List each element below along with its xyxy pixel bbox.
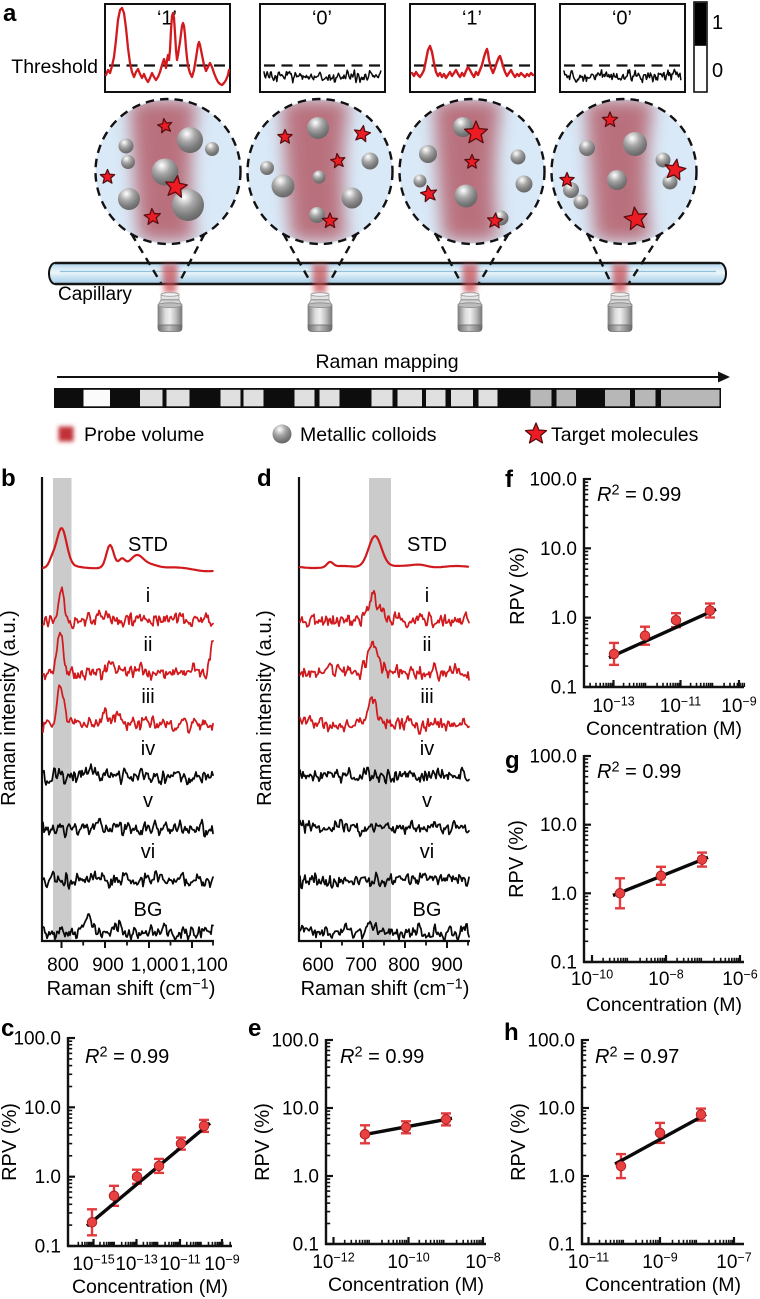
svg-text:Threshold: Threshold	[11, 56, 98, 78]
svg-text:1: 1	[712, 12, 723, 34]
svg-text:a: a	[3, 0, 17, 27]
svg-text:0.1: 0.1	[549, 1235, 575, 1256]
svg-text:900: 900	[431, 955, 463, 976]
svg-text:1.0: 1.0	[551, 884, 577, 905]
svg-text:RPV (%): RPV (%)	[506, 820, 528, 898]
svg-text:100.0: 100.0	[529, 747, 577, 768]
svg-text:700: 700	[345, 955, 377, 976]
svg-text:c: c	[1, 1015, 14, 1042]
svg-text:ii: ii	[144, 634, 153, 656]
svg-text:1.0: 1.0	[293, 1167, 319, 1188]
svg-text:R2 = 0.99: R2 = 0.99	[597, 483, 681, 507]
svg-text:100.0: 100.0	[529, 470, 577, 491]
svg-text:Raman intensity (a.u.): Raman intensity (a.u.)	[254, 610, 276, 806]
svg-text:10.0: 10.0	[540, 815, 577, 836]
svg-text:R2 = 0.97: R2 = 0.97	[595, 1045, 679, 1069]
svg-text:100.0: 100.0	[527, 1031, 575, 1052]
svg-text:BG: BG	[413, 899, 442, 921]
svg-text:Concentration (M): Concentration (M)	[72, 1276, 228, 1298]
svg-text:Concentration (M): Concentration (M)	[585, 1274, 741, 1296]
svg-text:e: e	[248, 1015, 261, 1042]
svg-text:Target molecules: Target molecules	[551, 424, 699, 446]
svg-text:800: 800	[388, 955, 420, 976]
svg-text:iii: iii	[420, 686, 433, 708]
svg-text:b: b	[1, 465, 16, 492]
svg-text:RPV (%): RPV (%)	[0, 1103, 21, 1181]
svg-text:vi: vi	[141, 841, 155, 863]
svg-text:i: i	[425, 585, 429, 607]
svg-text:i: i	[146, 585, 150, 607]
svg-text:10.0: 10.0	[540, 539, 577, 560]
svg-text:Metallic colloids: Metallic colloids	[300, 424, 437, 446]
svg-text:h: h	[504, 1019, 519, 1046]
svg-text:Raman intensity (a.u.): Raman intensity (a.u.)	[0, 610, 20, 806]
svg-text:Raman mapping: Raman mapping	[315, 351, 458, 373]
svg-text:Raman shift (cm−1): Raman shift (cm−1)	[47, 977, 216, 1001]
svg-text:g: g	[505, 747, 520, 774]
svg-text:BG: BG	[134, 899, 163, 921]
svg-text:R2 = 0.99: R2 = 0.99	[85, 1045, 169, 1069]
svg-text:600: 600	[302, 955, 334, 976]
svg-text:R2 = 0.99: R2 = 0.99	[340, 1045, 424, 1069]
svg-text:v: v	[422, 790, 432, 812]
svg-text:iv: iv	[420, 738, 434, 760]
svg-text:f: f	[505, 466, 514, 493]
svg-text:900: 900	[92, 955, 124, 976]
svg-text:0.1: 0.1	[35, 1237, 61, 1258]
svg-text:Probe volume: Probe volume	[84, 424, 204, 446]
svg-text:iv: iv	[141, 738, 155, 760]
svg-text:Concentration (M): Concentration (M)	[328, 1274, 484, 1296]
svg-text:0.1: 0.1	[551, 678, 577, 699]
svg-text:1.0: 1.0	[35, 1167, 61, 1188]
svg-text:d: d	[257, 465, 272, 492]
svg-text:RPV (%): RPV (%)	[252, 1103, 274, 1181]
svg-text:0.1: 0.1	[551, 953, 577, 974]
svg-text:1,100: 1,100	[180, 955, 228, 976]
svg-text:RPV (%): RPV (%)	[507, 547, 529, 625]
svg-text:ii: ii	[423, 634, 432, 656]
svg-text:10.0: 10.0	[282, 1099, 319, 1120]
svg-text:‘1’: ‘1’	[462, 8, 482, 30]
svg-text:Raman shift (cm−1): Raman shift (cm−1)	[301, 977, 470, 1001]
svg-text:Concentration (M): Concentration (M)	[586, 718, 742, 740]
svg-text:‘0’: ‘0’	[312, 8, 332, 30]
svg-text:10.0: 10.0	[24, 1098, 61, 1119]
svg-text:R2 = 0.99: R2 = 0.99	[597, 760, 681, 784]
svg-text:1.0: 1.0	[551, 608, 577, 629]
svg-text:1.0: 1.0	[549, 1167, 575, 1188]
svg-text:STD: STD	[407, 534, 447, 556]
svg-text:800: 800	[47, 955, 79, 976]
svg-text:100.0: 100.0	[271, 1031, 319, 1052]
svg-text:Capillary: Capillary	[58, 284, 132, 305]
svg-text:1,000: 1,000	[131, 955, 179, 976]
svg-text:Concentration (M): Concentration (M)	[586, 994, 742, 1016]
svg-text:iii: iii	[141, 686, 154, 708]
svg-text:100.0: 100.0	[13, 1029, 61, 1050]
svg-text:STD: STD	[128, 534, 168, 556]
svg-text:0: 0	[712, 60, 723, 82]
svg-text:‘0’: ‘0’	[612, 8, 632, 30]
svg-text:vi: vi	[420, 841, 434, 863]
svg-text:0.1: 0.1	[293, 1235, 319, 1256]
svg-text:10.0: 10.0	[538, 1099, 575, 1120]
svg-text:v: v	[143, 790, 153, 812]
svg-text:RPV (%): RPV (%)	[508, 1103, 530, 1181]
